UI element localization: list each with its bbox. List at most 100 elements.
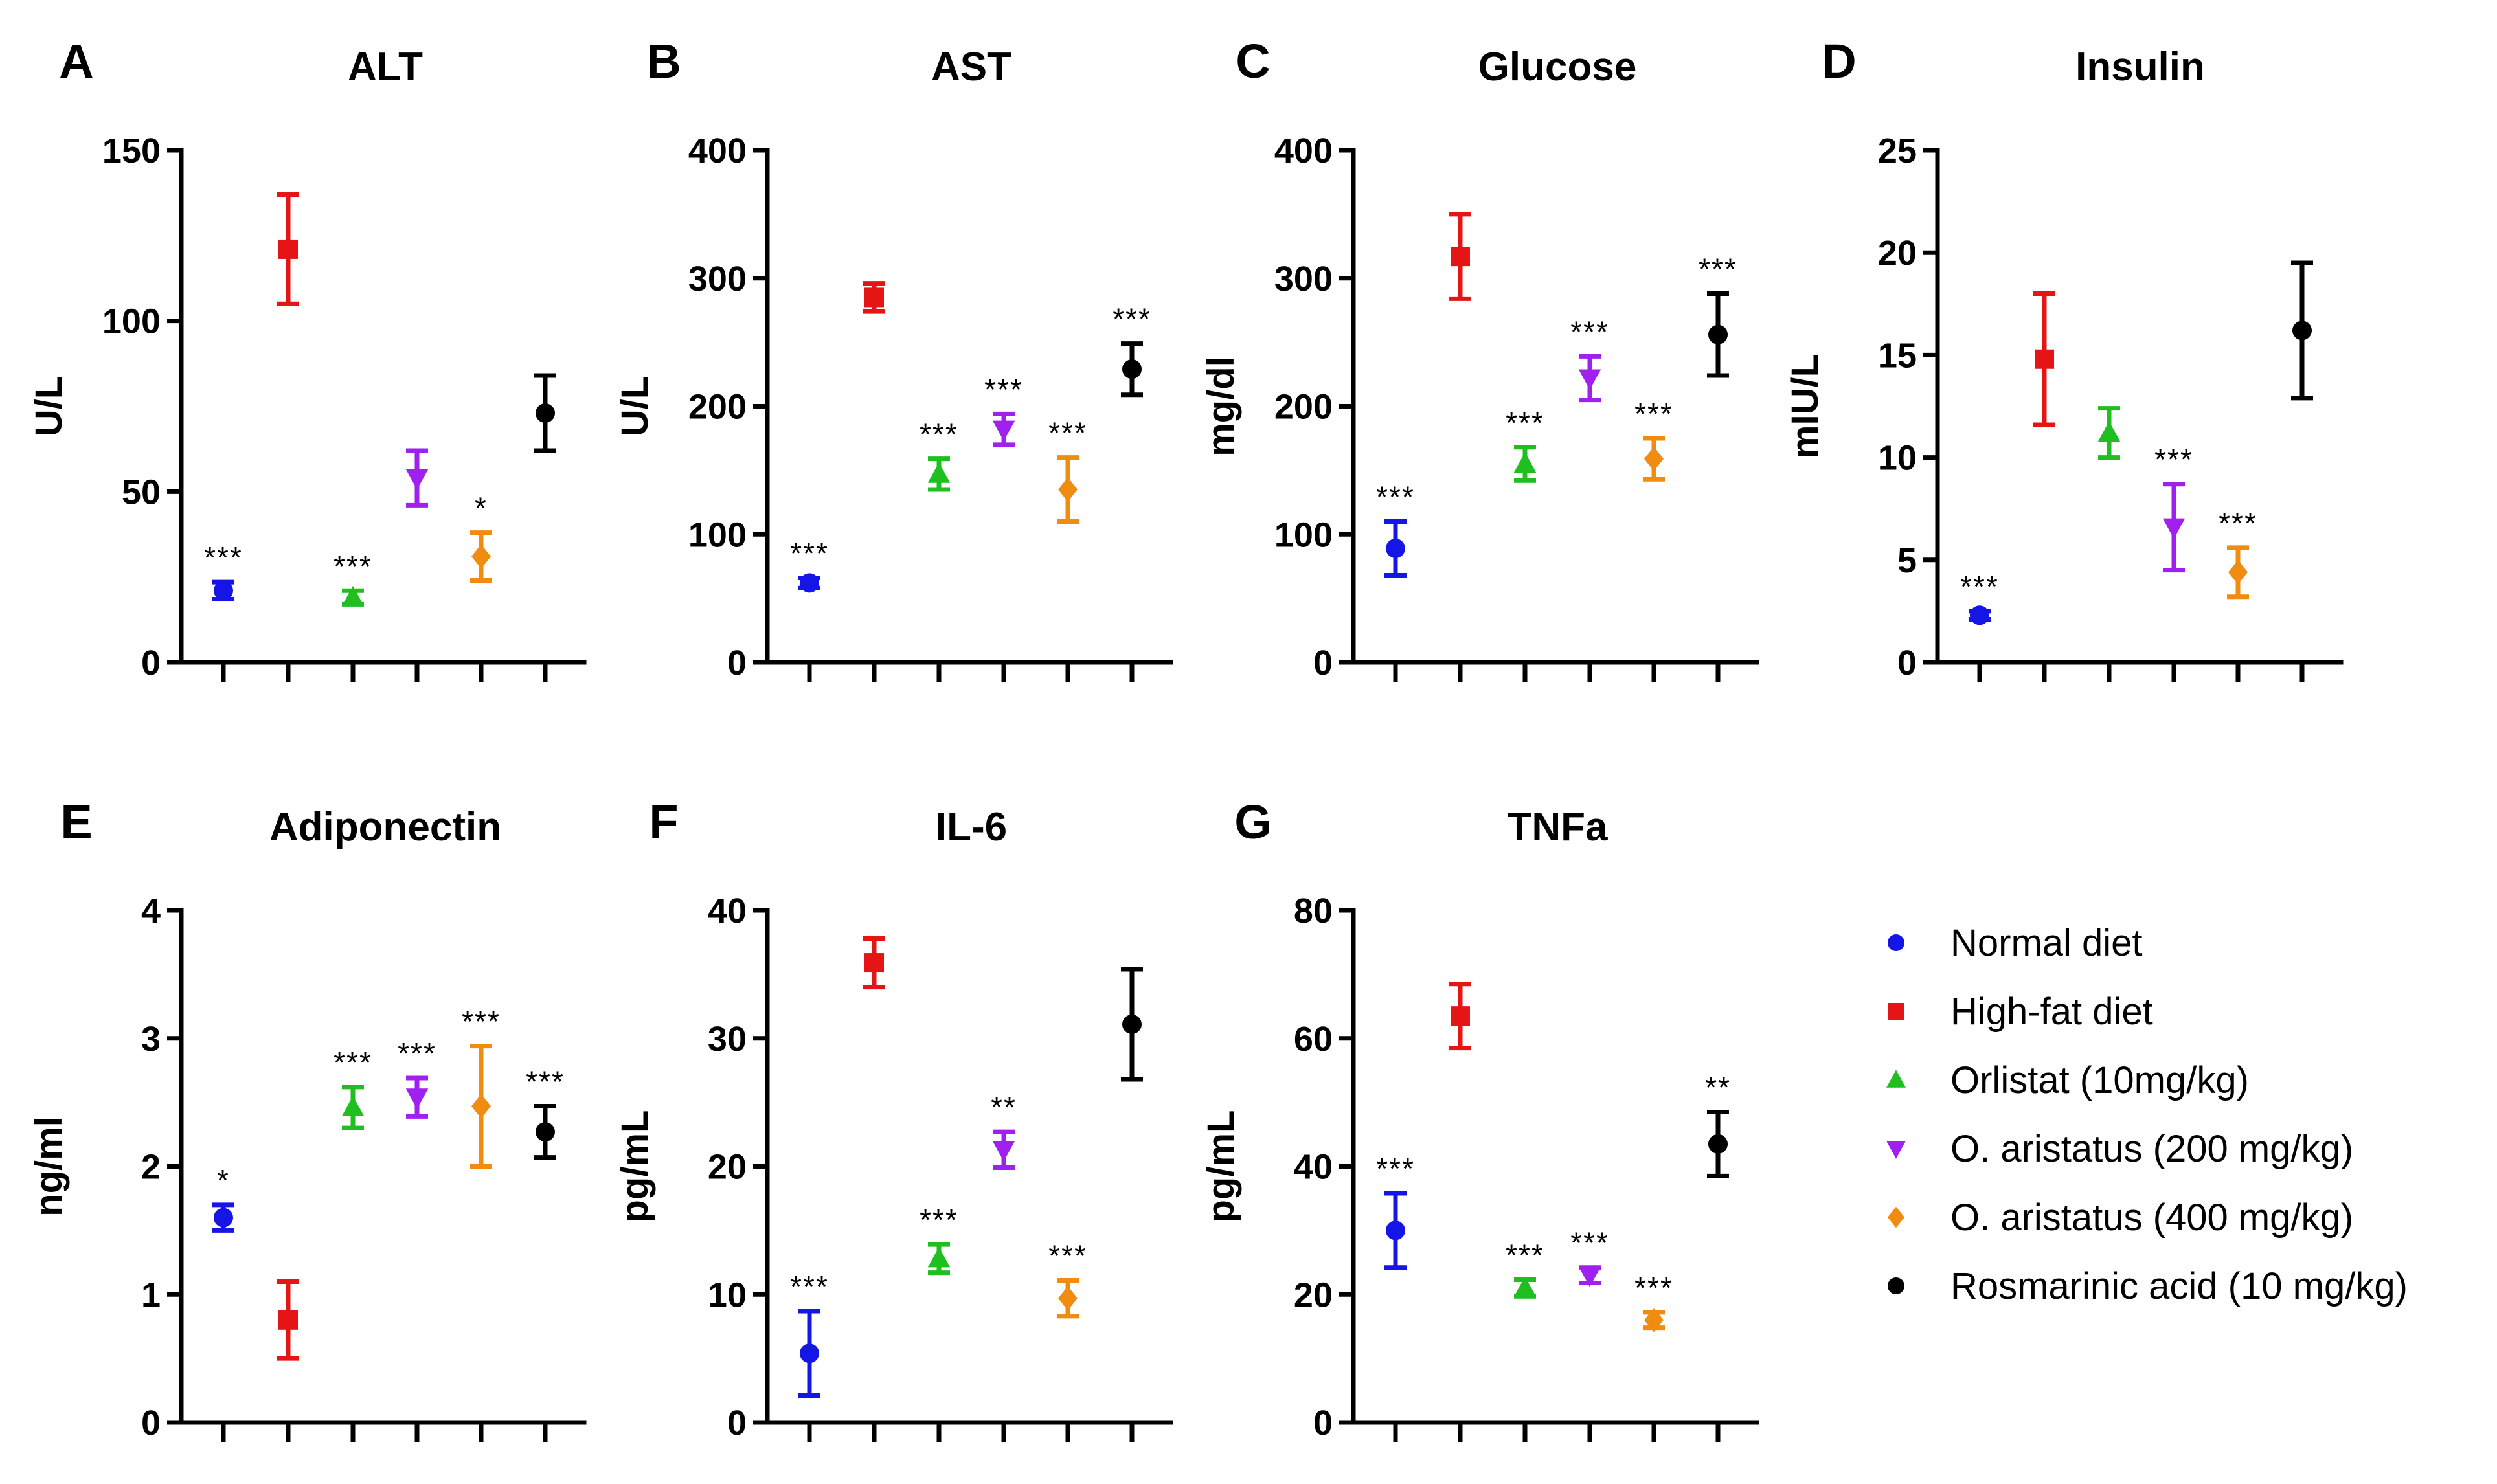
- y-tick-label: 200: [1274, 388, 1333, 427]
- legend-label: High-fat diet: [1950, 991, 2153, 1033]
- significance-label: **: [991, 1090, 1017, 1124]
- y-tick-label: 0: [727, 644, 747, 682]
- data-point-o-aristatus-200-mg-kg: ***: [398, 1037, 436, 1119]
- data-point-orlistat-10mg-kg: ***: [920, 418, 957, 492]
- significance-label: ***: [204, 541, 243, 574]
- data-marker: [471, 544, 491, 569]
- significance-label: ***: [1506, 406, 1544, 440]
- legend-item-normal-diet: Normal diet: [1888, 922, 2143, 964]
- y-tick-label: 4: [141, 892, 161, 930]
- data-point-o-aristatus-400-mg-kg: ***: [462, 1005, 499, 1169]
- legend-label: Normal diet: [1950, 922, 2143, 964]
- data-point-high-fat-diet: [1449, 212, 1471, 301]
- data-point-o-aristatus-200-mg-kg: ***: [1570, 315, 1608, 403]
- data-marker: [1122, 1014, 1142, 1034]
- y-axis-label: pg/mL: [614, 1110, 656, 1223]
- data-point-rosmarinic-acid-10-mg-kg: ***: [526, 1065, 565, 1160]
- significance-label: **: [1705, 1070, 1731, 1104]
- significance-label: ***: [333, 1046, 372, 1079]
- significance-label: ***: [333, 549, 372, 583]
- data-marker: [1513, 452, 1537, 473]
- significance-label: ***: [1048, 416, 1087, 450]
- y-tick-label: 100: [102, 302, 161, 341]
- y-tick-label: 20: [1878, 234, 1917, 273]
- data-marker: [214, 581, 233, 601]
- chart-title: Insulin: [2075, 45, 2205, 89]
- legend-marker: [1888, 934, 1904, 951]
- data-point-orlistat-10mg-kg: ***: [333, 549, 372, 607]
- chart-title: AST: [931, 45, 1011, 89]
- data-marker: [1451, 1006, 1470, 1026]
- chart-title: IL-6: [936, 805, 1007, 849]
- data-marker: [536, 403, 555, 423]
- legend-marker: [1888, 1003, 1904, 1020]
- y-tick-label: 300: [1274, 260, 1333, 298]
- significance-label: ***: [1048, 1239, 1087, 1272]
- y-tick-label: 40: [1294, 1148, 1333, 1187]
- data-marker: [800, 1343, 819, 1364]
- legend-marker: [1888, 1277, 1904, 1294]
- data-point-high-fat-diet: [863, 281, 885, 314]
- y-tick-label: 2: [141, 1148, 161, 1187]
- y-tick-label: 60: [1294, 1020, 1333, 1059]
- data-marker: [278, 239, 298, 259]
- panel-letter: G: [1234, 795, 1272, 849]
- panel-b: B AST 0 100 200 300 400 U/L *** *** *** *** ***: [614, 34, 1173, 682]
- data-point-o-aristatus-400-mg-kg: *: [470, 491, 492, 583]
- panel-letter: B: [646, 34, 681, 88]
- data-point-orlistat-10mg-kg: ***: [333, 1046, 372, 1130]
- data-marker: [2035, 349, 2054, 369]
- significance-label: ***: [1634, 1271, 1673, 1305]
- legend-marker: [1886, 1141, 1906, 1159]
- data-marker: [1708, 1134, 1728, 1154]
- y-axis-label: mg/dl: [1200, 356, 1242, 456]
- data-marker: [536, 1122, 555, 1142]
- panel-letter: F: [649, 795, 678, 849]
- panel-d: D Insulin 0 5 10 15 20 25 mIU/L *** *** ***: [1784, 34, 2344, 682]
- significance-label: *: [475, 491, 488, 525]
- legend-label: Orlistat (10mg/kg): [1950, 1059, 2249, 1101]
- data-marker: [471, 1094, 491, 1119]
- chart-title: Adiponectin: [269, 805, 501, 849]
- data-point-rosmarinic-acid-10-mg-kg: [534, 373, 556, 453]
- significance-label: ***: [790, 1270, 829, 1303]
- legend-label: O. aristatus (200 mg/kg): [1950, 1128, 2353, 1170]
- data-marker: [927, 462, 951, 483]
- data-point-normal-diet: ***: [790, 536, 828, 593]
- data-point-orlistat-10mg-kg: ***: [920, 1203, 957, 1276]
- data-point-o-aristatus-400-mg-kg: ***: [1634, 397, 1672, 482]
- data-marker: [1058, 1286, 1078, 1310]
- data-point-o-aristatus-200-mg-kg: [405, 448, 429, 508]
- y-tick-label: 100: [1274, 515, 1333, 554]
- y-tick-label: 100: [688, 515, 747, 554]
- data-point-o-aristatus-400-mg-kg: ***: [1634, 1271, 1673, 1332]
- y-tick-label: 20: [708, 1148, 747, 1187]
- chart-title: Glucose: [1478, 45, 1637, 89]
- panel-letter: C: [1236, 34, 1270, 88]
- data-point-rosmarinic-acid-10-mg-kg: ***: [1699, 252, 1736, 378]
- data-marker: [2162, 518, 2186, 539]
- data-point-normal-diet: ***: [1376, 1152, 1414, 1270]
- y-tick-label: 300: [688, 260, 747, 298]
- data-point-o-aristatus-200-mg-kg: ***: [1570, 1226, 1609, 1287]
- significance-label: ***: [526, 1065, 565, 1099]
- y-tick-label: 0: [727, 1404, 747, 1443]
- data-point-rosmarinic-acid-10-mg-kg: [2291, 260, 2313, 401]
- y-tick-label: 15: [1878, 336, 1917, 375]
- panel-c: C Glucose 0 100 200 300 400 mg/dl *** *** *** *** **…: [1200, 34, 1759, 682]
- data-point-normal-diet: ***: [790, 1270, 829, 1398]
- data-point-rosmarinic-acid-10-mg-kg: **: [1705, 1070, 1731, 1178]
- data-marker: [1644, 446, 1664, 471]
- data-marker: [2292, 320, 2312, 341]
- significance-label: ***: [1570, 1226, 1609, 1260]
- data-marker: [214, 1208, 233, 1228]
- chart-title: TNFa: [1508, 805, 1609, 849]
- significance-label: ***: [398, 1037, 436, 1070]
- y-tick-label: 400: [1274, 131, 1333, 170]
- y-tick-label: 40: [708, 892, 747, 930]
- data-point-o-aristatus-400-mg-kg: ***: [1048, 1239, 1087, 1319]
- legend: Normal diet High-fat diet Orlistat (10mg/k…: [1886, 922, 2408, 1307]
